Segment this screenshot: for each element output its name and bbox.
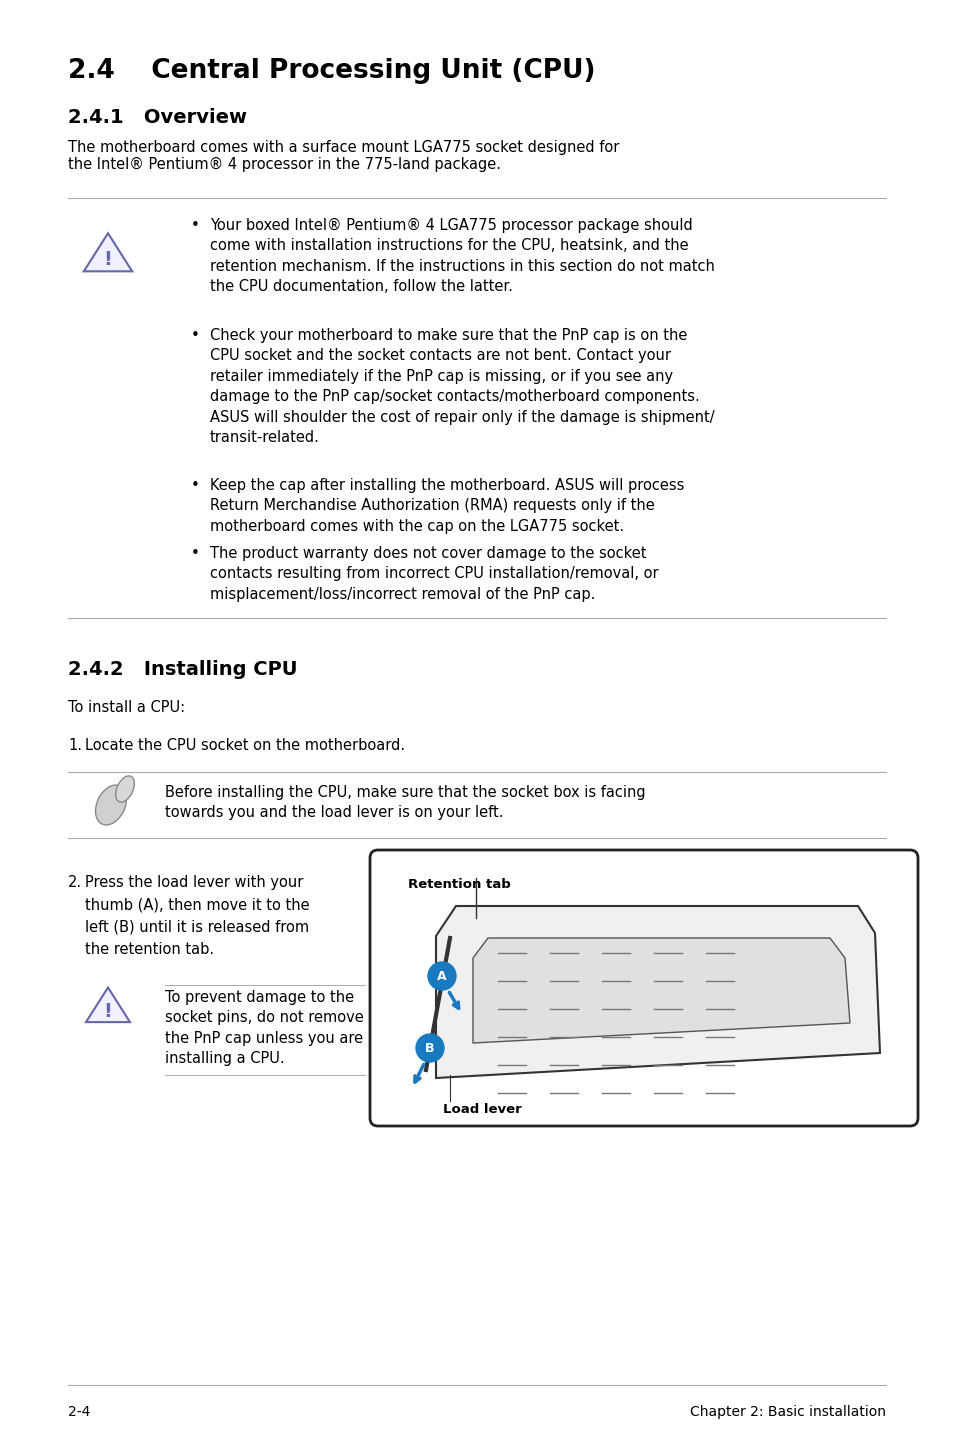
Text: Chapter 2: Basic installation: Chapter 2: Basic installation [689,1405,885,1419]
Text: !: ! [104,1002,112,1021]
Polygon shape [86,988,130,1022]
Text: Press the load lever with your
thumb (A), then move it to the
left (B) until it : Press the load lever with your thumb (A)… [85,874,310,956]
Text: To install a CPU:: To install a CPU: [68,700,185,715]
Polygon shape [436,906,879,1078]
Text: The product warranty does not cover damage to the socket
contacts resulting from: The product warranty does not cover dama… [210,546,658,601]
Text: To prevent damage to the
socket pins, do not remove
the PnP cap unless you are
i: To prevent damage to the socket pins, do… [165,989,363,1066]
Circle shape [428,962,456,989]
Text: •: • [191,546,199,561]
Text: Keep the cap after installing the motherboard. ASUS will process
Return Merchand: Keep the cap after installing the mother… [210,477,683,533]
Polygon shape [473,938,849,1043]
Text: Before installing the CPU, make sure that the socket box is facing
towards you a: Before installing the CPU, make sure tha… [165,785,645,821]
Polygon shape [84,233,132,272]
Text: the Intel® Pentium® 4 processor in the 775-land package.: the Intel® Pentium® 4 processor in the 7… [68,157,500,173]
Circle shape [416,1034,443,1063]
Text: Check your motherboard to make sure that the PnP cap is on the
CPU socket and th: Check your motherboard to make sure that… [210,328,714,444]
Text: 2.4.2   Installing CPU: 2.4.2 Installing CPU [68,660,297,679]
Text: •: • [191,477,199,493]
Text: A: A [436,969,446,982]
Text: 2-4: 2-4 [68,1405,91,1419]
Text: 2.: 2. [68,874,82,890]
Text: B: B [425,1041,435,1054]
Text: !: ! [104,250,112,269]
Text: Locate the CPU socket on the motherboard.: Locate the CPU socket on the motherboard… [85,738,405,754]
Ellipse shape [95,785,127,825]
Ellipse shape [115,777,134,802]
FancyBboxPatch shape [370,850,917,1126]
Text: 2.4    Central Processing Unit (CPU): 2.4 Central Processing Unit (CPU) [68,58,595,83]
Text: Retention tab: Retention tab [408,879,510,892]
Text: Load lever: Load lever [442,1103,521,1116]
Text: The motherboard comes with a surface mount LGA775 socket designed for: The motherboard comes with a surface mou… [68,139,618,155]
Text: 1.: 1. [68,738,82,754]
Text: •: • [191,328,199,344]
Text: Your boxed Intel® Pentium® 4 LGA775 processor package should
come with installat: Your boxed Intel® Pentium® 4 LGA775 proc… [210,219,714,295]
Text: •: • [191,219,199,233]
Text: 2.4.1   Overview: 2.4.1 Overview [68,108,247,127]
